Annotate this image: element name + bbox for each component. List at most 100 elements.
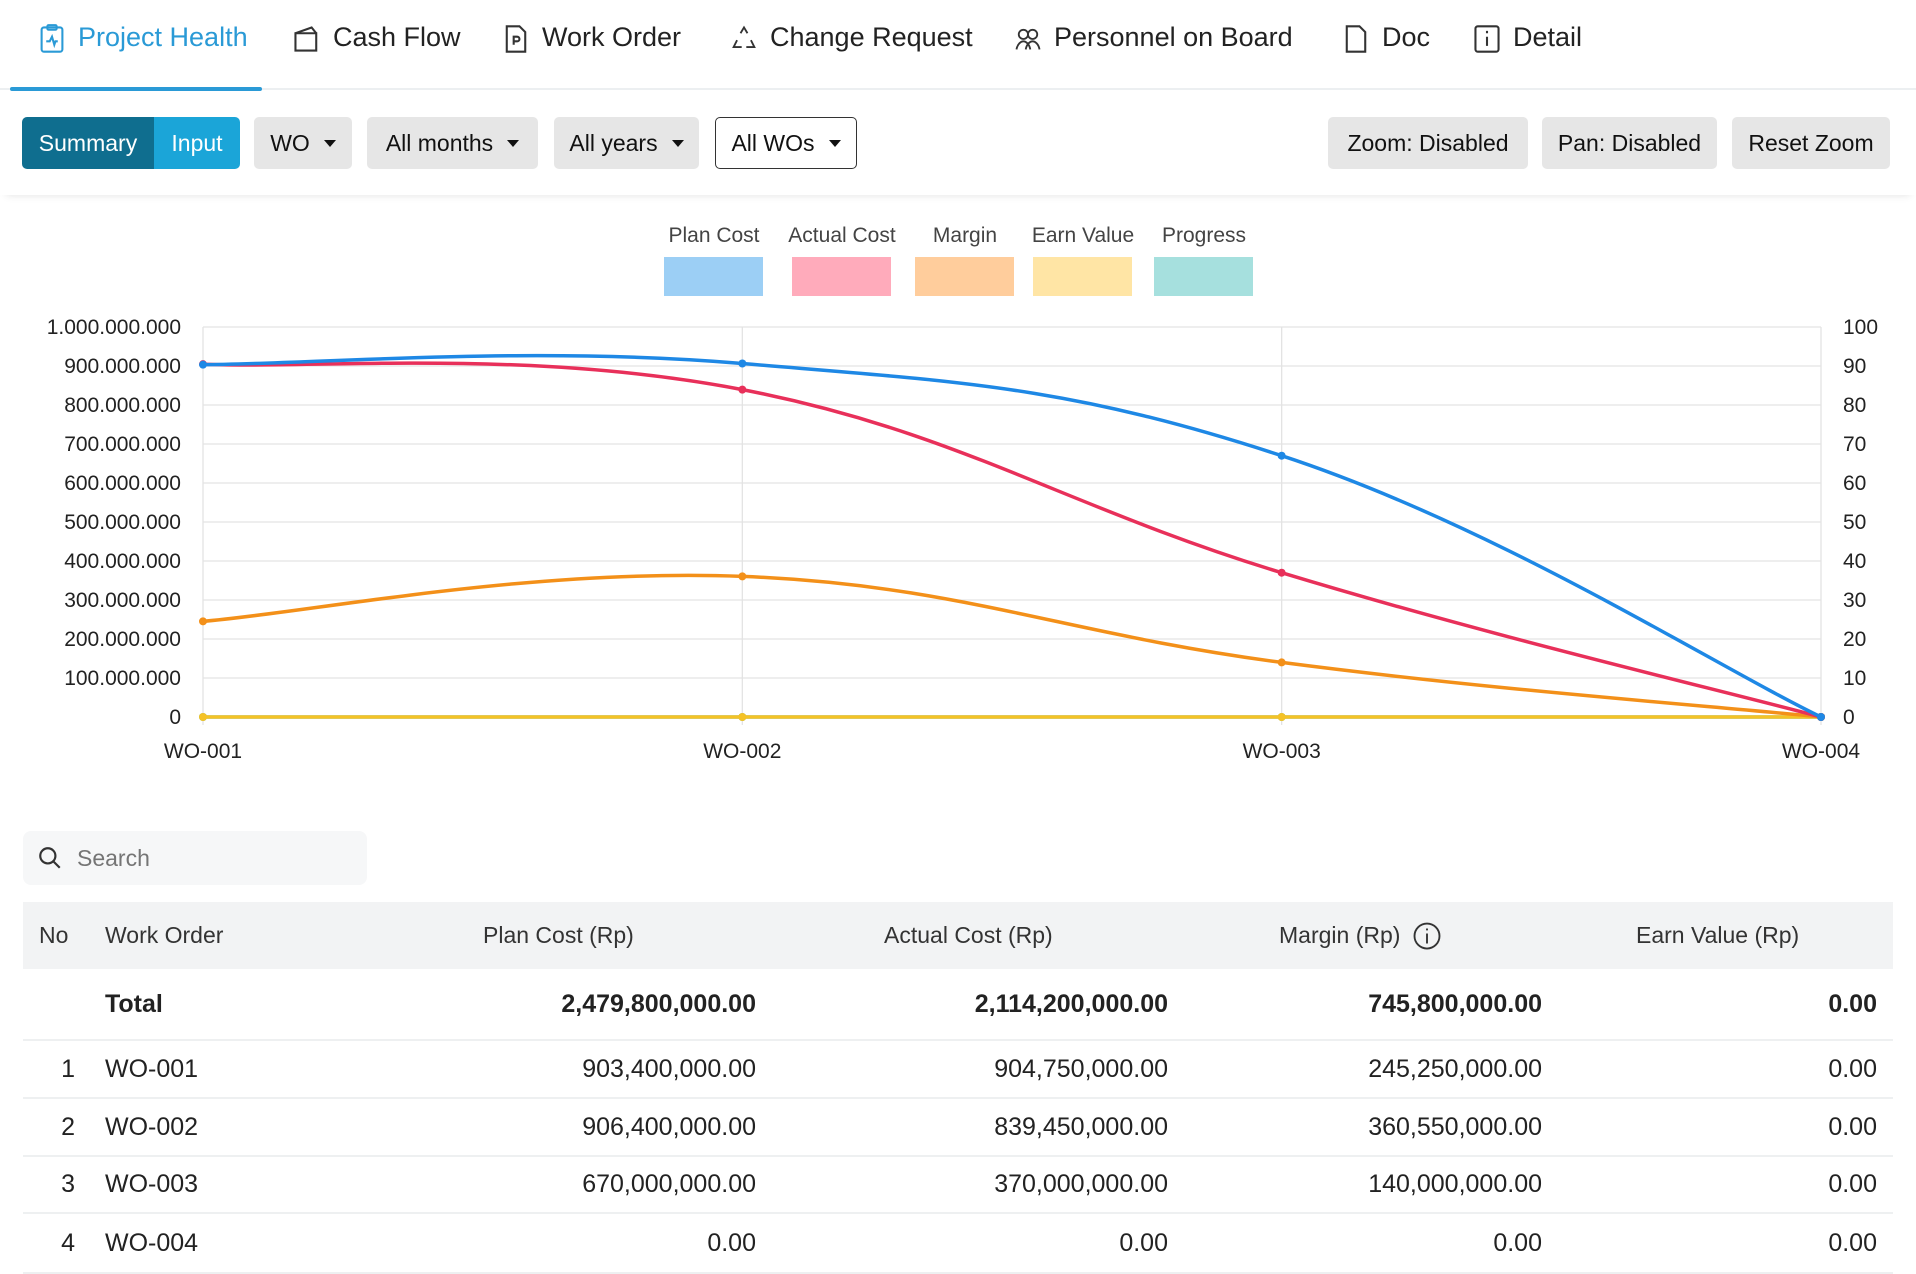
- users-icon: [1015, 28, 1041, 50]
- data-point[interactable]: [1277, 568, 1286, 577]
- cell-work-order: WO-001: [105, 1054, 199, 1083]
- header-earn-value[interactable]: Earn Value (Rp): [1636, 922, 1800, 948]
- cell-actual-cost: 0.00: [1119, 1228, 1168, 1257]
- cell-no: 3: [61, 1170, 75, 1198]
- dropdown-value: WO: [270, 129, 310, 156]
- wallet-icon: [294, 26, 318, 52]
- data-point[interactable]: [199, 713, 207, 721]
- toolbar: Summary Input WO All months All years Al…: [0, 92, 1916, 195]
- legend-label[interactable]: Progress: [1161, 224, 1247, 247]
- header-work-order: Work Order: [105, 922, 224, 948]
- search-box[interactable]: [23, 831, 367, 885]
- y2-tick-label: 80: [1843, 394, 1866, 417]
- months-dropdown[interactable]: All months: [367, 117, 538, 169]
- legend-swatch[interactable]: [1154, 257, 1253, 296]
- legend-label[interactable]: Plan Cost: [668, 224, 760, 247]
- cell-work-order: WO-003: [105, 1170, 199, 1198]
- data-point[interactable]: [1277, 451, 1286, 460]
- tab-project-health[interactable]: Project Health: [10, 22, 262, 91]
- file-p-icon: [505, 25, 527, 53]
- y2-tick-label: 10: [1843, 667, 1866, 690]
- tab-change-request[interactable]: Change Request: [730, 22, 973, 90]
- y-tick-label: 700.000.000: [64, 433, 181, 456]
- cell-margin: 245,250,000.00: [1368, 1054, 1542, 1083]
- cell-margin: 0.00: [1493, 1228, 1542, 1257]
- legend-label[interactable]: Actual Cost: [788, 224, 896, 247]
- series-line-actual-cost: [202, 361, 1822, 719]
- y2-tick-label: 30: [1843, 589, 1866, 612]
- info-square-icon: [1474, 25, 1500, 53]
- tab-work-order[interactable]: Work Order: [502, 22, 681, 90]
- search-icon: [39, 847, 61, 869]
- cell-earn-value: 0.00: [1828, 1054, 1877, 1083]
- active-tab-indicator: [10, 87, 262, 91]
- series-line-margin: [202, 573, 1822, 719]
- clipboard-pulse-icon: [40, 24, 64, 53]
- data-point[interactable]: [1277, 658, 1286, 667]
- tab-label: Project Health: [78, 22, 248, 52]
- info-icon[interactable]: [1412, 921, 1442, 951]
- cell-plan-cost: 906,400,000.00: [582, 1112, 756, 1141]
- header-no: No: [39, 922, 69, 948]
- document-icon: [1345, 25, 1367, 53]
- reset-zoom-button[interactable]: Reset Zoom: [1732, 117, 1890, 169]
- total-row: Total 2,479,800,000.00 2,114,200,000.00 745…: [23, 969, 1893, 1041]
- legend-swatch[interactable]: [915, 257, 1014, 296]
- cell-earn-value: 0.00: [1828, 989, 1877, 1018]
- header-actual-cost[interactable]: Actual Cost (Rp): [884, 922, 1053, 948]
- tab-detail[interactable]: Detail: [1473, 22, 1582, 90]
- cell-no: 4: [61, 1228, 75, 1257]
- cell-margin: 360,550,000.00: [1368, 1112, 1542, 1141]
- y2-tick-label: 40: [1843, 550, 1866, 573]
- legend-label[interactable]: Earn Value: [1031, 224, 1135, 247]
- data-point[interactable]: [199, 617, 207, 626]
- cell-margin: 140,000,000.00: [1368, 1170, 1542, 1198]
- input-button[interactable]: Input: [154, 117, 240, 169]
- search-input[interactable]: [77, 844, 347, 872]
- legend-swatch[interactable]: [1033, 257, 1132, 296]
- line-chart: 0 0 100.000.000 10 200.000.000 20 300.000.000 3…: [47, 316, 1878, 763]
- legend-swatch[interactable]: [664, 257, 763, 296]
- caret-down-icon: [671, 139, 684, 147]
- data-point[interactable]: [738, 385, 747, 394]
- pan-toggle-button[interactable]: Pan: Disabled: [1542, 117, 1717, 169]
- x-tick-label: WO-001: [164, 740, 242, 763]
- cell-actual-cost: 370,000,000.00: [994, 1170, 1168, 1198]
- tab-personnel-on-board[interactable]: Personnel on Board: [1014, 22, 1293, 90]
- header-margin[interactable]: Margin (Rp): [1279, 902, 1442, 969]
- data-point[interactable]: [738, 572, 747, 581]
- tab-doc[interactable]: Doc: [1342, 22, 1430, 90]
- wos-dropdown[interactable]: All WOs: [715, 117, 857, 169]
- data-point[interactable]: [1277, 713, 1286, 721]
- zoom-toggle-button[interactable]: Zoom: Disabled: [1328, 117, 1528, 169]
- caret-down-icon: [507, 139, 520, 147]
- y-tick-label: 500.000.000: [64, 511, 181, 534]
- tab-cash-flow[interactable]: Cash Flow: [293, 22, 461, 90]
- data-point[interactable]: [738, 713, 747, 721]
- dropdown-value: All years: [569, 129, 658, 156]
- years-dropdown[interactable]: All years: [554, 117, 699, 169]
- y2-tick-label: 60: [1843, 472, 1866, 495]
- table-row: 1 WO-001 903,400,000.00 904,750,000.00 245,2…: [23, 1041, 1893, 1099]
- summary-button[interactable]: Summary: [22, 117, 154, 169]
- cell-plan-cost: 670,000,000.00: [582, 1170, 756, 1198]
- y-tick-label: 0: [169, 706, 181, 729]
- header-plan-cost[interactable]: Plan Cost (Rp): [483, 922, 634, 948]
- data-point[interactable]: [738, 359, 747, 368]
- legend-label[interactable]: Margin: [932, 224, 998, 247]
- dropdown-value: All months: [385, 129, 494, 156]
- cell-earn-value: 0.00: [1828, 1112, 1877, 1141]
- y-tick-label: 600.000.000: [64, 472, 181, 495]
- tab-label: Doc: [1382, 22, 1431, 52]
- tab-label: Work Order: [542, 22, 682, 52]
- data-point[interactable]: [1817, 713, 1825, 721]
- y2-tick-label: 90: [1843, 355, 1866, 378]
- y-tick-label: 300.000.000: [64, 589, 181, 612]
- wo-dropdown[interactable]: WO: [254, 117, 352, 169]
- data-point[interactable]: [199, 360, 207, 369]
- header-label: Margin (Rp): [1279, 922, 1401, 948]
- legend-swatch[interactable]: [792, 257, 891, 296]
- caret-down-icon: [828, 139, 841, 147]
- cell-plan-cost: 903,400,000.00: [582, 1054, 756, 1083]
- x-tick-label: WO-003: [1243, 740, 1321, 763]
